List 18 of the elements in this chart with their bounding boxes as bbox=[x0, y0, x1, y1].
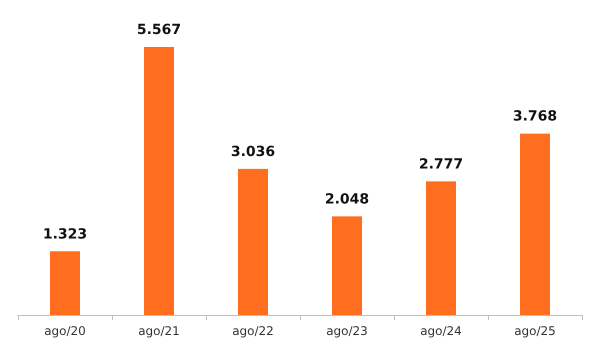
bar bbox=[520, 134, 550, 315]
bar bbox=[144, 47, 174, 315]
x-tick-label: ago/25 bbox=[514, 324, 556, 338]
x-tick-label: ago/23 bbox=[326, 324, 368, 338]
data-label: 2.048 bbox=[324, 191, 370, 208]
x-tick-label: ago/21 bbox=[138, 324, 180, 338]
bar bbox=[426, 181, 456, 315]
data-label: 3.768 bbox=[512, 108, 558, 125]
bar bbox=[238, 168, 268, 315]
data-label: 1.323 bbox=[42, 226, 88, 242]
bar bbox=[332, 216, 362, 315]
bar bbox=[50, 251, 80, 315]
data-label: 5.567 bbox=[136, 22, 182, 38]
x-tick-label: ago/20 bbox=[44, 324, 86, 338]
data-label: 2.777 bbox=[418, 156, 464, 172]
x-tick-label: ago/22 bbox=[232, 324, 274, 338]
data-label: 3.036 bbox=[230, 144, 276, 160]
x-tick-label: ago/24 bbox=[420, 324, 462, 338]
